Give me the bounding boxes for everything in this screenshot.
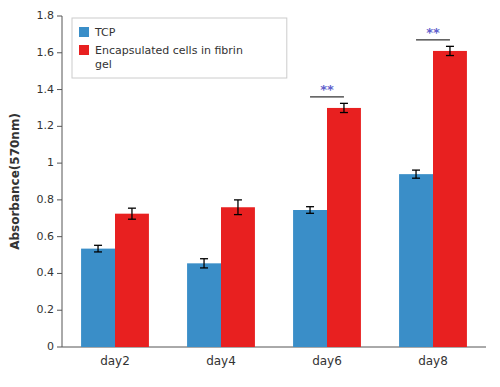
y-axis: 0 0.2 0.4 0.6 0.8 1 1.2 1.4 1.6 1.8 [37, 9, 487, 353]
y-tick [57, 347, 62, 348]
legend-label: Encapsulated cells in fibringel [95, 44, 243, 71]
y-tick-label: 1.2 [37, 119, 55, 132]
y-tick-label: 1.4 [37, 83, 55, 96]
x-tick-label: day8 [418, 354, 448, 368]
error-bar [306, 207, 314, 214]
error-bar [412, 170, 420, 178]
y-tick-label: 0.8 [37, 193, 55, 206]
y-tick [57, 52, 62, 53]
bar [115, 214, 149, 347]
error-bar [128, 208, 136, 219]
y-tick-label: 0.6 [37, 230, 55, 243]
legend-box [72, 18, 287, 78]
y-tick [57, 89, 62, 90]
x-tick-label: day2 [100, 354, 130, 368]
significance-label: ** [320, 82, 334, 97]
bar [221, 207, 255, 347]
error-bar [340, 103, 348, 112]
x-tick-label: day4 [206, 354, 236, 368]
bar [399, 174, 433, 347]
legend-label: TCP [94, 26, 116, 39]
y-tick-label: 1.6 [37, 46, 55, 59]
y-tick [57, 16, 62, 17]
y-axis-label: Absorbance(570nm) [8, 113, 22, 250]
bar [187, 263, 221, 347]
error-bar [446, 46, 454, 55]
y-axis-line [62, 16, 63, 347]
y-tick [57, 310, 62, 311]
y-tick [57, 273, 62, 274]
bar [293, 210, 327, 347]
y-tick [57, 126, 62, 127]
y-tick [57, 199, 62, 200]
bar [327, 108, 361, 347]
y-tick [57, 236, 62, 237]
legend-swatch [79, 45, 89, 55]
y-tick-label: 1.8 [37, 9, 55, 22]
x-tick-label: day6 [312, 354, 342, 368]
legend: TCP Encapsulated cells in fibringel [72, 18, 287, 78]
y-tick-label: 0.4 [37, 266, 55, 279]
y-tick-label: 1 [47, 156, 54, 169]
bar [81, 249, 115, 347]
error-bar [234, 200, 242, 215]
y-tick-label: 0.2 [37, 303, 55, 316]
y-tick [57, 163, 62, 164]
bars [81, 40, 467, 347]
bar [433, 51, 467, 347]
error-bar [94, 245, 102, 252]
error-bar [200, 259, 208, 268]
significance-label: ** [426, 25, 440, 40]
chart: 0 0.2 0.4 0.6 0.8 1 1.2 1.4 1.6 1.8 Absorbance(570… [0, 0, 500, 387]
legend-swatch [79, 27, 89, 37]
y-tick-label: 0 [47, 340, 54, 353]
